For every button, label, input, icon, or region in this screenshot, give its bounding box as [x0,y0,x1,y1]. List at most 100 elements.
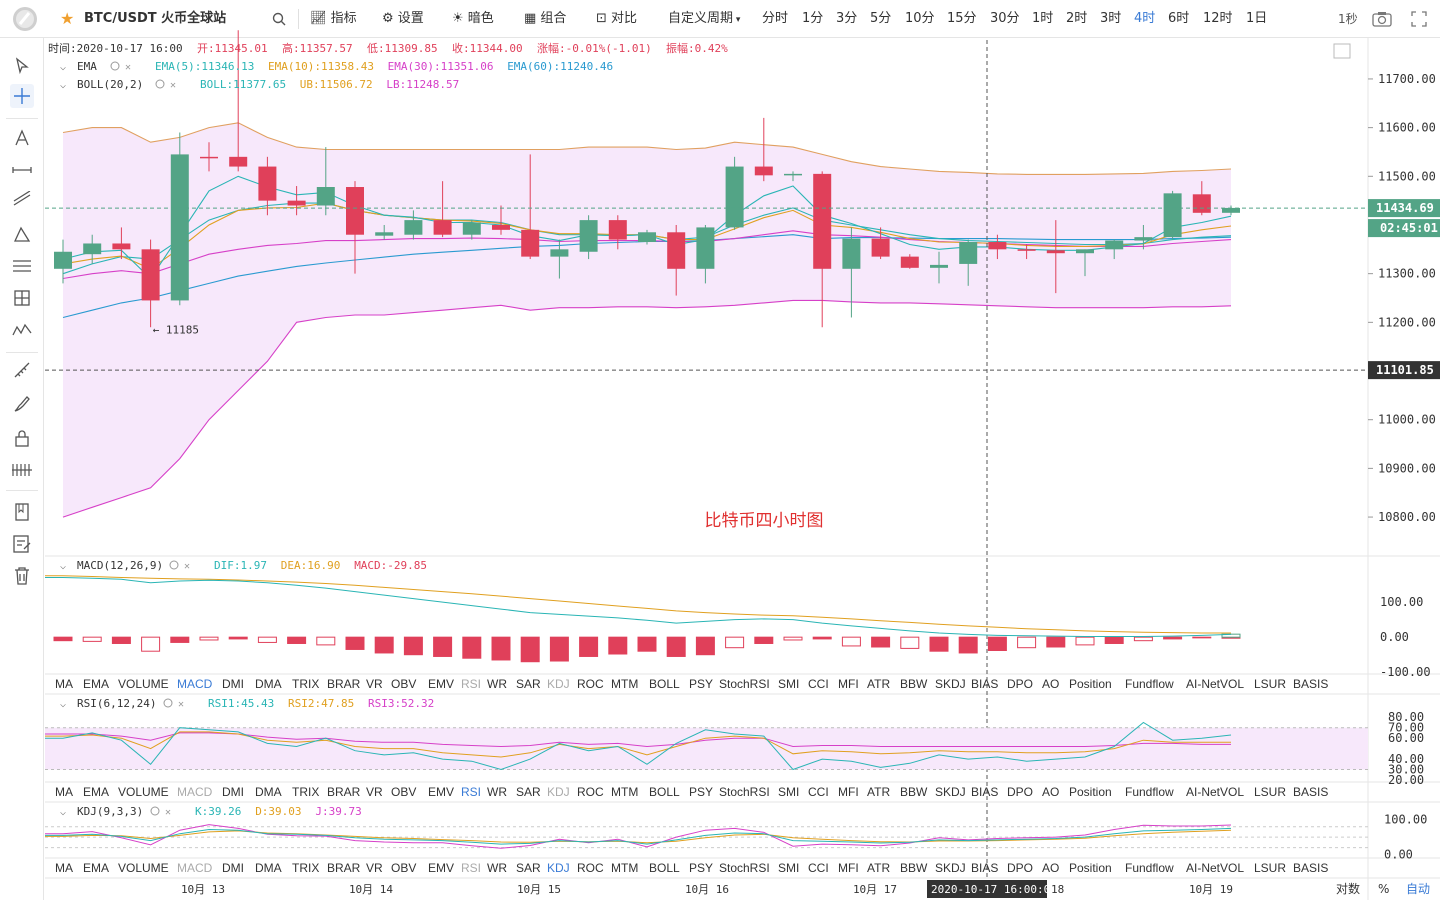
indicator-tab-StochRSI[interactable]: StochRSI [719,785,770,799]
parallel-lines-icon[interactable] [10,254,34,278]
indicator-tab-CCI[interactable]: CCI [808,785,829,799]
indicator-tab-EMA[interactable]: EMA [83,861,109,875]
timer-label[interactable]: 1秒 [1338,12,1358,26]
indicator-tab-MFI[interactable]: MFI [838,861,859,875]
indicator-tab-Position[interactable]: Position [1069,861,1112,875]
rect-tool-icon[interactable] [10,286,34,310]
indicator-tab-Fundflow[interactable]: Fundflow [1125,677,1174,691]
indicator-tab-BIAS[interactable]: BIAS [971,677,998,691]
indicator-tab-ROC[interactable]: ROC [577,785,604,799]
indicator-tab-MA[interactable]: MA [55,677,73,691]
indicator-tab-DMI[interactable]: DMI [222,677,244,691]
indicator-tab-BRAR[interactable]: BRAR [327,785,361,799]
trash-icon[interactable] [10,564,34,588]
indicator-tab-EMV[interactable]: EMV [428,677,454,691]
indicator-tab-DMI[interactable]: DMI [222,861,244,875]
crosshair-icon[interactable] [10,84,34,108]
indicator-tab-WR[interactable]: WR [487,785,507,799]
indicator-tab-BOLL[interactable]: BOLL [649,677,680,691]
period-5[interactable]: 15分 [947,11,977,26]
indicator-tab-OBV[interactable]: OBV [391,677,416,691]
indicator-tab-SAR[interactable]: SAR [516,861,541,875]
period-8[interactable]: 2时 [1066,11,1088,26]
indicator-tab-OBV[interactable]: OBV [391,785,416,799]
indicator-tab-MA[interactable]: MA [55,785,73,799]
indicator-tab-OBV[interactable]: OBV [391,861,416,875]
indicator-tab-DMA[interactable]: DMA [255,677,282,691]
indicator-tab-BASIS[interactable]: BASIS [1293,677,1328,691]
indicator-tab-BBW[interactable]: BBW [900,785,928,799]
indicator-tab-AI-NetVOL[interactable]: AI-NetVOL [1186,785,1244,799]
indicator-tab-DPO[interactable]: DPO [1007,861,1033,875]
axis-option-0[interactable]: 对数 [1336,881,1360,896]
period-10[interactable]: 4时 [1134,11,1156,26]
text-tool-icon[interactable] [10,126,34,150]
period-12[interactable]: 12时 [1203,11,1233,26]
edit-list-icon[interactable] [10,532,34,556]
indicator-tab-DMI[interactable]: DMI [222,785,244,799]
combo-button[interactable]: ▦ 组合 [524,11,567,26]
indicator-tab-MFI[interactable]: MFI [838,785,859,799]
indicator-tab-VOLUME[interactable]: VOLUME [118,677,169,691]
search-icon[interactable] [272,0,286,38]
indicator-tab-AI-NetVOL[interactable]: AI-NetVOL [1186,861,1244,875]
period-6[interactable]: 30分 [990,11,1020,26]
indicator-tab-TRIX[interactable]: TRIX [292,861,319,875]
indicator-tab-BOLL[interactable]: BOLL [649,861,680,875]
indicator-tab-BBW[interactable]: BBW [900,677,928,691]
indicator-tab-MTM[interactable]: MTM [611,785,638,799]
indicator-tab-DMA[interactable]: DMA [255,861,282,875]
indicator-tab-KDJ[interactable]: KDJ [547,861,570,875]
indicator-tab-BOLL[interactable]: BOLL [649,785,680,799]
indicator-tab-MACD[interactable]: MACD [177,785,213,799]
trend-line-icon[interactable] [10,188,34,212]
indicator-tab-MA[interactable]: MA [55,861,73,875]
indicator-tab-KDJ[interactable]: KDJ [547,677,570,691]
indicator-tab-TRIX[interactable]: TRIX [292,785,319,799]
indicator-tab-DPO[interactable]: DPO [1007,785,1033,799]
period-2[interactable]: 3分 [836,11,858,26]
indicator-tab-StochRSI[interactable]: StochRSI [719,677,770,691]
indicator-tab-VOLUME[interactable]: VOLUME [118,785,169,799]
indicator-tab-VR[interactable]: VR [366,861,383,875]
indicator-tab-WR[interactable]: WR [487,677,507,691]
indicator-tab-BRAR[interactable]: BRAR [327,677,361,691]
magnet-icon[interactable] [10,458,34,482]
indicator-tab-RSI[interactable]: RSI [461,861,481,875]
symbol-title[interactable]: BTC/USDT 火币全球站 [84,11,227,26]
indicator-tab-DPO[interactable]: DPO [1007,677,1033,691]
axis-option-1[interactable]: % [1378,882,1389,896]
indicator-tab-BBW[interactable]: BBW [900,861,928,875]
indicator-tab-PSY[interactable]: PSY [689,785,713,799]
horizontal-line-icon[interactable] [10,158,34,182]
indicator-tab-BIAS[interactable]: BIAS [971,861,998,875]
indicator-tab-KDJ[interactable]: KDJ [547,785,570,799]
indicator-tab-MTM[interactable]: MTM [611,861,638,875]
period-1[interactable]: 1分 [802,11,824,26]
period-4[interactable]: 10分 [905,11,935,26]
indicator-tab-LSUR[interactable]: LSUR [1254,861,1286,875]
period-7[interactable]: 1时 [1032,11,1054,26]
indicator-tab-StochRSI[interactable]: StochRSI [719,861,770,875]
indicator-tab-Position[interactable]: Position [1069,785,1112,799]
period-9[interactable]: 3时 [1100,11,1122,26]
indicator-tab-MACD[interactable]: MACD [177,861,213,875]
indicator-tab-MTM[interactable]: MTM [611,677,638,691]
indicator-tab-SMI[interactable]: SMI [778,677,799,691]
indicator-tab-ATR[interactable]: ATR [867,785,890,799]
indicator-tab-RSI[interactable]: RSI [461,677,481,691]
indicator-tab-SKDJ[interactable]: SKDJ [935,785,966,799]
indicator-tab-ROC[interactable]: ROC [577,677,604,691]
indicator-button[interactable]: 📈︎ 指标 [310,11,357,26]
indicator-tab-AI-NetVOL[interactable]: AI-NetVOL [1186,677,1244,691]
indicator-tab-VR[interactable]: VR [366,785,383,799]
wave-tool-icon[interactable] [10,318,34,342]
indicator-tab-SMI[interactable]: SMI [778,861,799,875]
indicator-tab-AO[interactable]: AO [1042,677,1059,691]
triangle-icon[interactable] [10,222,34,246]
indicator-tab-EMV[interactable]: EMV [428,785,454,799]
settings-button[interactable]: ⚙︎ 设置 [382,11,424,26]
indicator-tab-RSI[interactable]: RSI [461,785,481,799]
camera-icon[interactable] [1372,0,1392,38]
